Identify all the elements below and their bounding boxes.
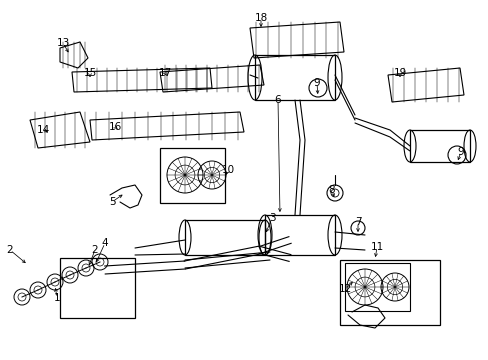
Text: 9: 9 xyxy=(313,78,320,88)
Bar xyxy=(339,260,439,325)
Text: 15: 15 xyxy=(83,68,97,78)
Bar xyxy=(264,215,334,255)
Bar xyxy=(184,220,264,255)
Bar xyxy=(409,130,469,162)
Text: 17: 17 xyxy=(158,68,171,78)
Text: 16: 16 xyxy=(108,122,122,132)
Text: 9: 9 xyxy=(457,147,464,157)
Text: 5: 5 xyxy=(108,197,115,207)
Text: 3: 3 xyxy=(268,213,275,223)
Text: 11: 11 xyxy=(369,242,383,252)
Text: 4: 4 xyxy=(102,238,108,248)
Bar xyxy=(160,148,224,203)
Text: 13: 13 xyxy=(56,38,69,48)
Bar xyxy=(345,263,409,311)
Text: 2: 2 xyxy=(7,245,13,255)
Text: 8: 8 xyxy=(328,185,335,195)
Text: 18: 18 xyxy=(254,13,267,23)
Text: 10: 10 xyxy=(221,165,234,175)
Text: 7: 7 xyxy=(354,217,361,227)
Text: 19: 19 xyxy=(392,68,406,78)
Text: 2: 2 xyxy=(92,245,98,255)
Text: 14: 14 xyxy=(36,125,49,135)
Bar xyxy=(254,55,334,100)
Text: 6: 6 xyxy=(274,95,281,105)
Bar xyxy=(60,258,135,318)
Text: 1: 1 xyxy=(54,293,60,303)
Text: 12: 12 xyxy=(338,284,351,294)
